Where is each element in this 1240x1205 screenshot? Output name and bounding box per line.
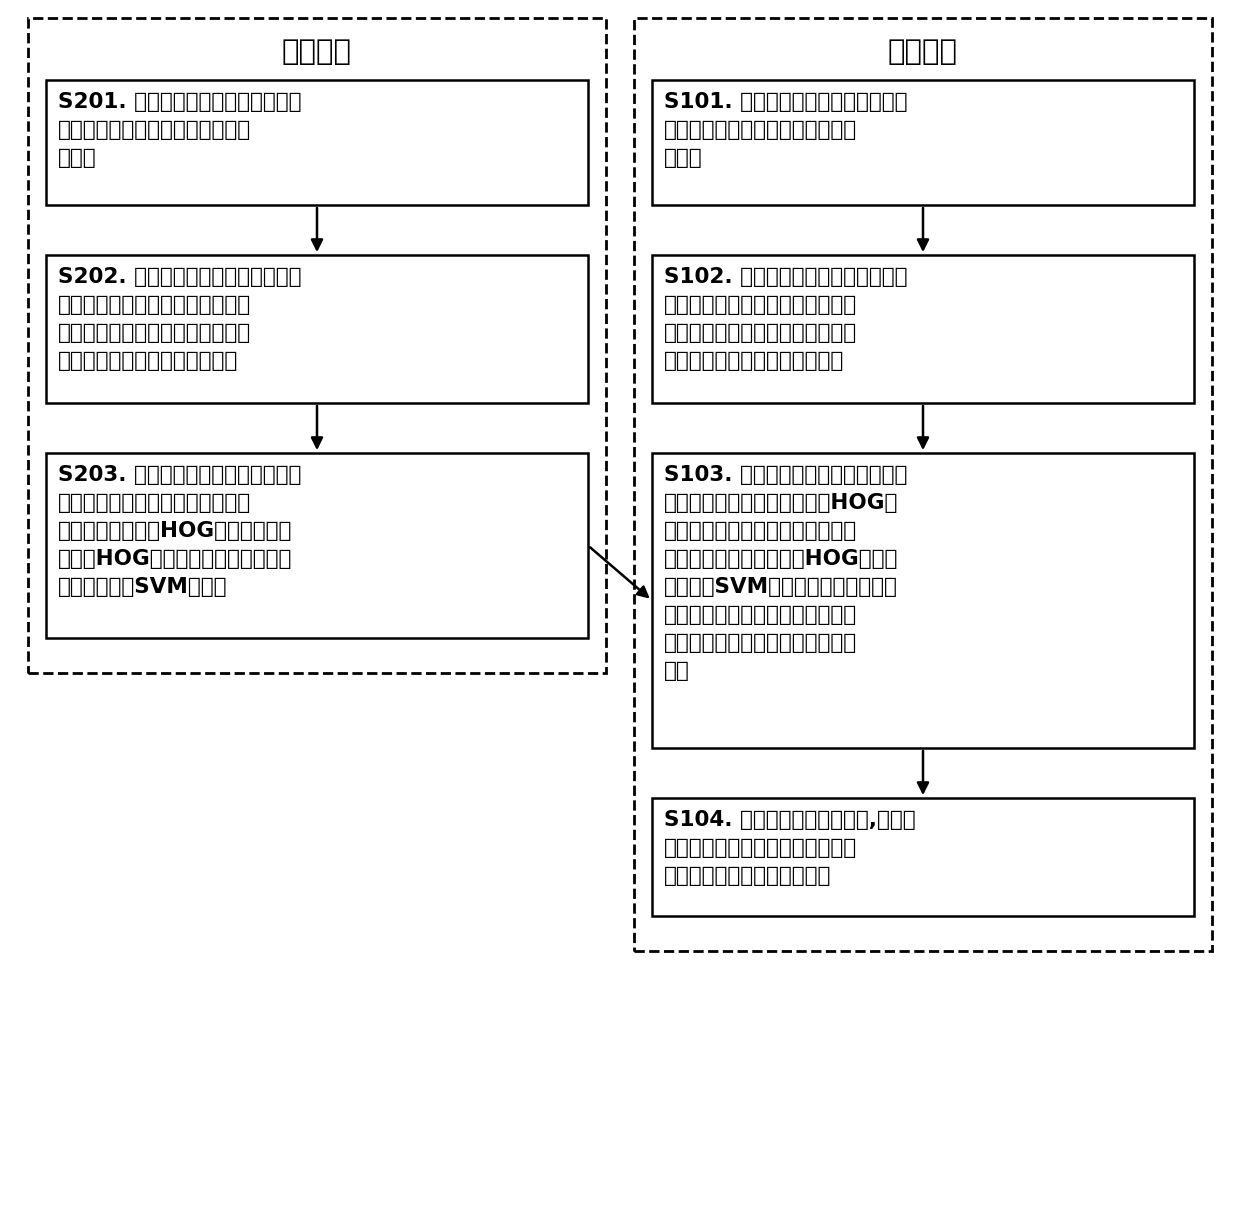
Text: 训练阶段: 训练阶段 <box>281 39 352 66</box>
Text: S203. 针对不同有形成分类型，提取
经过人工校验识别后匹配保留的所
有目标有形成分的HOG特征，然后基
于所述HOG特征训练得到与该有形成
分类型对应的SV: S203. 针对不同有形成分类型，提取 经过人工校验识别后匹配保留的所 有目标有… <box>58 465 301 596</box>
Text: S103. 针对不同有形成分类型，提取
筛选出的各个目标有形成分的HOG特
征，然后采用与该有形成分类型对
应的且在训练阶段中基于HOG特征进
行训练的SVM分: S103. 针对不同有形成分类型，提取 筛选出的各个目标有形成分的HOG特 征，… <box>663 465 908 681</box>
Text: S104. 针对不同有形成分类型,在所述
第一图像中对匹配的各个目标有形
成分进行标记，得到第三图像: S104. 针对不同有形成分类型,在所述 第一图像中对匹配的各个目标有形 成分进… <box>663 810 915 886</box>
Bar <box>652 255 1194 402</box>
Bar <box>46 80 588 205</box>
Bar <box>652 453 1194 748</box>
Text: 识别阶段: 识别阶段 <box>888 39 959 66</box>
Text: S101. 应用水平集方法对第一粪便镜
检图像进行图像分割处理，得到第
一图像: S101. 应用水平集方法对第一粪便镜 检图像进行图像分割处理，得到第 一图像 <box>663 92 908 167</box>
Bar <box>652 798 1194 916</box>
Bar <box>46 255 588 402</box>
Bar <box>634 18 1211 951</box>
Text: S102. 基于形状轮廓从所述第一图像
中提取各个有形成分的几何特征，
然后根据几何特征筛选出与各种有
形成分类型匹配的目标有形成分: S102. 基于形状轮廓从所述第一图像 中提取各个有形成分的几何特征， 然后根据… <box>663 268 908 371</box>
Bar <box>652 80 1194 205</box>
Text: S201. 应用水平集方法对第二粪便镜
检图像进行图像分割处理，得到第
二图像: S201. 应用水平集方法对第二粪便镜 检图像进行图像分割处理，得到第 二图像 <box>58 92 301 167</box>
Bar <box>29 18 606 674</box>
Text: S202. 基于形状轮廓从所述第二图像
中提取各个有形成分的几何特征，
然后根据几何特征筛选出与各种有
形成分类型匹配的目标有形成分: S202. 基于形状轮廓从所述第二图像 中提取各个有形成分的几何特征， 然后根据… <box>58 268 301 371</box>
Bar <box>46 453 588 637</box>
